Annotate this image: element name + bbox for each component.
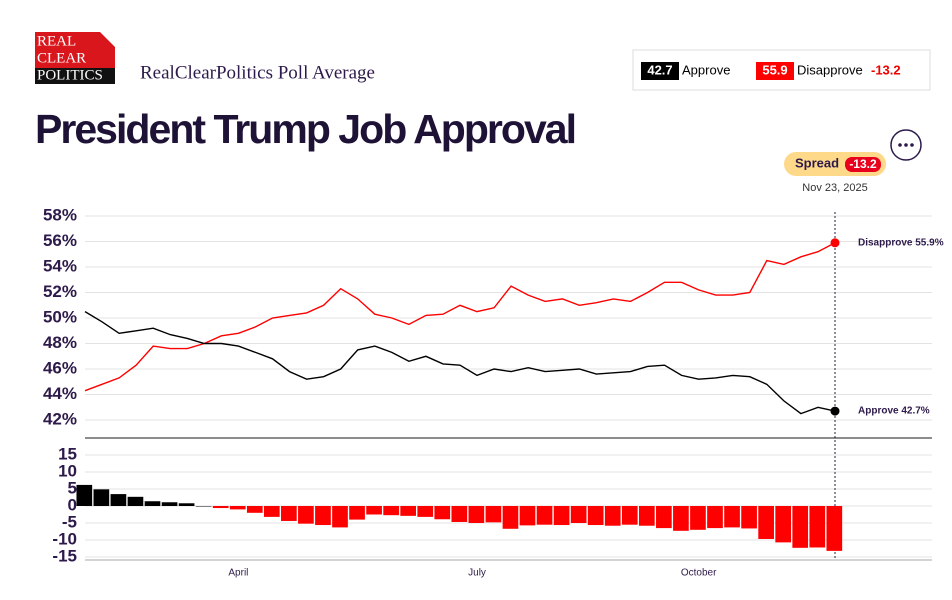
spread-chip: [845, 157, 881, 172]
logo-red: [35, 32, 115, 68]
bar: [690, 506, 706, 530]
bar: [587, 506, 604, 526]
bar: [212, 506, 229, 509]
bar: [144, 501, 161, 506]
menu-dot: [910, 143, 914, 147]
disapprove-label: Disapprove: [797, 62, 863, 77]
series-line: [84, 242, 836, 392]
bar: [741, 506, 757, 529]
bar: [638, 506, 655, 526]
date: Nov 23, 2025: [802, 182, 867, 194]
bar: [536, 506, 553, 525]
bar: [110, 494, 127, 506]
bar: [281, 506, 297, 521]
bar: [775, 506, 792, 543]
end-label: Disapprove 55.9%: [858, 237, 944, 248]
disapprove-value: 55.9: [762, 62, 787, 77]
menu-dot: [904, 143, 908, 147]
y-tick-label: 44%: [43, 384, 77, 403]
bar: [604, 506, 621, 526]
end-dot: [830, 238, 840, 248]
end-dot: [830, 406, 840, 416]
logo-text: CLEAR: [37, 50, 86, 66]
bar: [76, 484, 93, 506]
y-tick-label: 46%: [43, 358, 77, 377]
bar: [127, 496, 144, 506]
x-tick-label: October: [681, 568, 717, 579]
bar: [178, 503, 195, 506]
x-tick-label: April: [228, 568, 248, 579]
y-tick-label: 15: [58, 444, 77, 463]
approve-label: Approve: [682, 62, 730, 77]
y-tick-label: 0: [68, 495, 77, 514]
approve-value: 42.7: [647, 62, 672, 77]
bar: [673, 506, 689, 531]
y-tick-label: 5: [68, 478, 77, 497]
bar: [724, 506, 740, 528]
disapprove-chip: [756, 62, 794, 80]
y-tick-label: -15: [52, 546, 77, 565]
bar: [792, 506, 809, 548]
bar: [570, 506, 587, 523]
bar: [758, 506, 774, 539]
spread-label: Spread: [795, 155, 839, 170]
y-tick-label: 48%: [43, 333, 77, 352]
title: President Trump Job Approval: [35, 106, 577, 152]
logo-text: POLITICS: [37, 67, 103, 83]
bar: [417, 506, 434, 517]
bar: [826, 506, 843, 551]
logo-corner: [100, 32, 115, 47]
y-tick-label: 58%: [43, 205, 77, 224]
bar: [383, 506, 399, 516]
bar: [229, 506, 246, 510]
bar: [263, 506, 280, 517]
bar: [656, 506, 672, 529]
y-tick-label: 10: [58, 461, 77, 480]
y-tick-label: -5: [62, 512, 77, 531]
bar: [349, 506, 365, 520]
bar: [707, 506, 723, 529]
bar: [246, 506, 263, 513]
bar: [366, 506, 382, 515]
bar: [485, 506, 502, 523]
bar: [93, 489, 110, 506]
y-tick-label: 54%: [43, 256, 77, 275]
y-tick-label: 56%: [43, 231, 77, 250]
bar: [298, 506, 314, 524]
y-tick-label: 42%: [43, 409, 77, 428]
bar: [553, 506, 570, 526]
bar: [502, 506, 519, 529]
source: RealClearPolitics Poll Average: [140, 62, 375, 83]
end-label: Approve 42.7%: [858, 406, 930, 417]
spread-value: -13.2: [849, 157, 877, 171]
bar: [468, 506, 485, 523]
bar: [195, 506, 212, 507]
bar: [315, 506, 331, 526]
bar: [519, 506, 536, 526]
bar: [809, 506, 826, 548]
summary-spread: -13.2: [871, 62, 901, 77]
bar: [161, 502, 178, 506]
logo-text: REAL: [37, 33, 76, 49]
bar: [621, 506, 638, 525]
bar: [400, 506, 417, 516]
bar: [434, 506, 451, 520]
series-line: [84, 310, 836, 415]
bar: [451, 506, 468, 522]
y-tick-label: -10: [52, 529, 77, 548]
logo-black: [35, 68, 115, 84]
menu-dot: [898, 143, 902, 147]
x-tick-label: July: [468, 568, 486, 579]
y-tick-label: 52%: [43, 282, 77, 301]
y-tick-label: 50%: [43, 307, 77, 326]
bar: [332, 506, 348, 528]
approve-chip: [641, 62, 679, 80]
